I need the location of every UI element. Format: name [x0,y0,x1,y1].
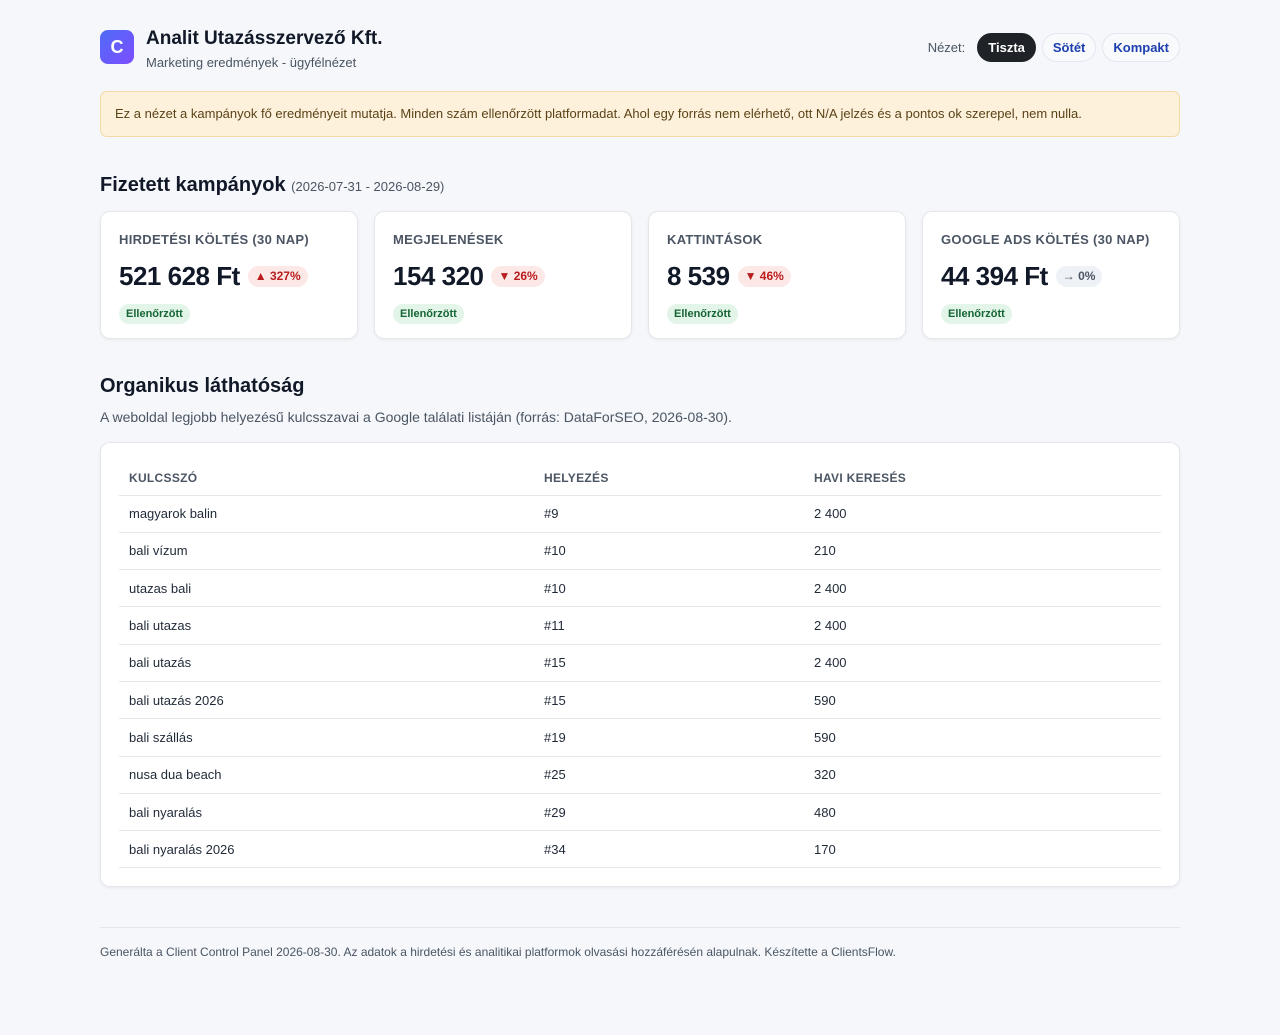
header: C Analit Utazásszervező Kft. Marketing e… [100,28,1180,80]
view-button-compact[interactable]: Kompakt [1102,33,1180,62]
keyword-cell: bali utazás 2026 [119,681,534,720]
verified-badge: Ellenőrzött [119,304,190,324]
keyword-table-card: KULCSSZÓ HELYEZÉS HAVI KERESÉS magyarok … [100,442,1180,888]
table-row: bali utazás #15 2 400 [119,644,1161,682]
keyword-cell: nusa dua beach [119,756,534,794]
brand: C Analit Utazásszervező Kft. Marketing e… [100,28,383,70]
view-button-clean[interactable]: Tiszta [977,33,1036,62]
position-cell: #10 [534,532,804,571]
kpi-delta-badge: ▼ 26% [491,266,545,287]
position-cell: #15 [534,644,804,682]
kpi-label: MEGJELENÉSEK [393,232,504,247]
keyword-table: KULCSSZÓ HELYEZÉS HAVI KERESÉS magyarok … [119,461,1161,869]
kpi-value: 8 539 [667,261,730,291]
keyword-cell: bali szállás [119,718,534,757]
kpi-delta-badge: → 0% [1055,266,1103,287]
position-cell: #25 [534,756,804,794]
table-row: magyarok balin #9 2 400 [119,495,1161,533]
table-row: bali utazas #11 2 400 [119,606,1161,645]
kpi-card-impressions: MEGJELENÉSEK 154 320 ▼ 26% Ellenőrzött [374,211,632,339]
monthly-searches-cell: 2 400 [804,606,1161,645]
paid-title-text: Fizetett kampányok [100,174,286,196]
organic-description: A weboldal legjobb helyezésű kulcsszavai… [100,409,732,425]
logo-icon: C [100,30,134,64]
keyword-cell: bali utazas [119,606,534,645]
kpi-value: 154 320 [393,261,484,291]
monthly-searches-cell: 2 400 [804,644,1161,682]
kpi-label: HIRDETÉSI KÖLTÉS (30 NAP) [119,232,310,247]
organic-section-title: Organikus láthatóság [100,375,305,397]
keyword-cell: bali vízum [119,532,534,571]
keyword-cell: bali nyaralás 2026 [119,830,534,869]
kpi-card-google-ads-spend: GOOGLE ADS KÖLTÉS (30 NAP) 44 394 Ft → 0… [922,211,1180,339]
kpi-card-clicks: KATTINTÁSOK 8 539 ▼ 46% Ellenőrzött [648,211,906,339]
column-header-position: HELYEZÉS [534,461,804,496]
view-button-dark[interactable]: Sötét [1041,33,1097,62]
table-row: bali szállás #19 590 [119,718,1161,757]
table-row: nusa dua beach #25 320 [119,756,1161,794]
position-cell: #29 [534,793,804,832]
monthly-searches-cell: 590 [804,681,1161,720]
info-notice: Ez a nézet a kampányok fő eredményeit mu… [100,91,1180,137]
position-cell: #11 [534,606,804,645]
kpi-value: 521 628 Ft [119,261,240,291]
position-cell: #10 [534,569,804,608]
table-row: bali nyaralás #29 480 [119,793,1161,832]
keyword-cell: bali nyaralás [119,793,534,832]
table-row: bali vízum #10 210 [119,532,1161,571]
monthly-searches-cell: 2 400 [804,495,1161,533]
column-header-monthly-searches: HAVI KERESÉS [804,461,1161,496]
monthly-searches-cell: 210 [804,532,1161,571]
keyword-cell: bali utazás [119,644,534,682]
position-cell: #34 [534,830,804,869]
monthly-searches-cell: 320 [804,756,1161,794]
keyword-cell: utazas bali [119,569,534,608]
position-cell: #9 [534,495,804,533]
table-row: bali nyaralás 2026 #34 170 [119,830,1161,869]
view-label: Nézet: [927,40,966,55]
monthly-searches-cell: 480 [804,793,1161,832]
monthly-searches-cell: 590 [804,718,1161,757]
table-row: bali utazás 2026 #15 590 [119,681,1161,720]
monthly-searches-cell: 170 [804,830,1161,869]
paid-date-range: (2026-07-31 - 2026-08-29) [291,179,445,194]
monthly-searches-cell: 2 400 [804,569,1161,608]
paid-section-title: Fizetett kampányok (2026-07-31 - 2026-08… [100,174,1180,197]
kpi-cards: HIRDETÉSI KÖLTÉS (30 NAP) 521 628 Ft ▲ 3… [100,211,1180,339]
kpi-delta-badge: ▲ 327% [247,266,308,287]
verified-badge: Ellenőrzött [393,304,464,324]
kpi-card-ad-spend: HIRDETÉSI KÖLTÉS (30 NAP) 521 628 Ft ▲ 3… [100,211,358,339]
table-row: utazas bali #10 2 400 [119,569,1161,608]
verified-badge: Ellenőrzött [941,304,1012,324]
kpi-delta-badge: ▼ 46% [737,266,791,287]
footer: Generálta a Client Control Panel 2026-08… [100,927,1180,959]
page: C Analit Utazásszervező Kft. Marketing e… [100,0,1180,959]
kpi-label: GOOGLE ADS KÖLTÉS (30 NAP) [941,232,1150,247]
company-subtitle: Marketing eredmények - ügyfélnézet [146,55,357,70]
kpi-label: KATTINTÁSOK [667,232,763,247]
view-switch: Nézet: Tiszta Sötét Kompakt [928,33,1180,62]
kpi-value: 44 394 Ft [941,261,1048,291]
position-cell: #19 [534,718,804,757]
table-header-row: KULCSSZÓ HELYEZÉS HAVI KERESÉS [119,461,1161,496]
verified-badge: Ellenőrzött [667,304,738,324]
column-header-keyword: KULCSSZÓ [119,461,534,496]
position-cell: #15 [534,681,804,720]
company-title: Analit Utazásszervező Kft. [146,28,383,49]
keyword-cell: magyarok balin [119,495,534,533]
